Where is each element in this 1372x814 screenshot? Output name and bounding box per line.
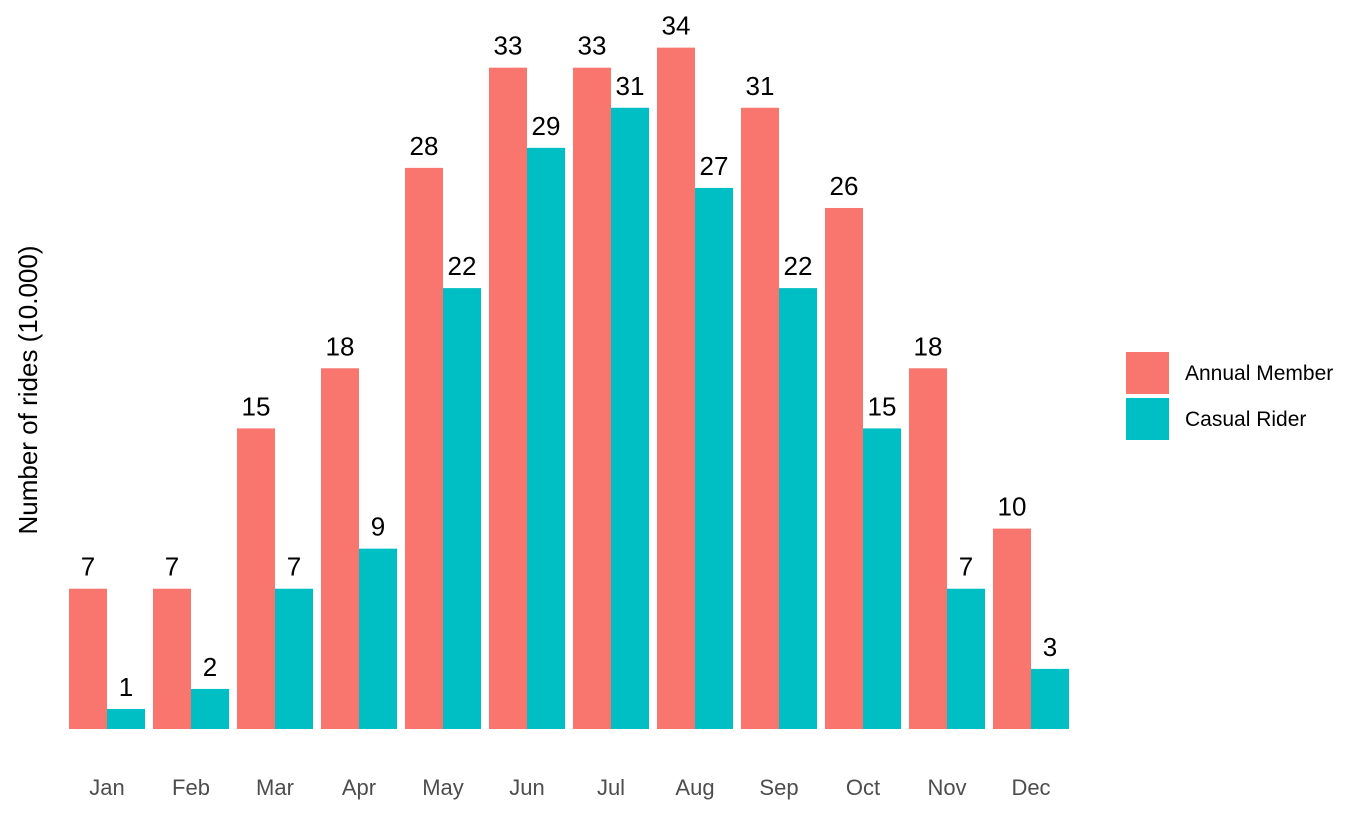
data-label-casual-rider-oct: 15: [868, 391, 897, 421]
data-label-annual-member-aug: 34: [662, 11, 691, 41]
bar-annual-member-apr: [321, 368, 359, 729]
data-label-casual-rider-mar: 7: [287, 552, 301, 582]
bar-annual-member-sep: [741, 107, 779, 729]
legend-key-casual-rider: [1126, 398, 1169, 440]
x-tick-label-jun: Jun: [509, 775, 544, 800]
data-label-casual-rider-sep: 22: [784, 251, 813, 281]
bar-annual-member-jul: [573, 67, 611, 730]
bar-casual-rider-sep: [779, 288, 817, 729]
x-tick-label-oct: Oct: [846, 775, 880, 800]
bar-casual-rider-jun: [527, 147, 565, 730]
x-tick-label-feb: Feb: [172, 775, 210, 800]
bar-annual-member-jun: [489, 67, 527, 730]
x-tick-label-jul: Jul: [597, 775, 625, 800]
bars-group: [69, 47, 1069, 730]
data-label-annual-member-may: 28: [410, 131, 439, 161]
bar-annual-member-jan: [69, 588, 107, 729]
x-tick-label-dec: Dec: [1011, 775, 1050, 800]
data-label-annual-member-oct: 26: [830, 171, 859, 201]
x-tick-label-sep: Sep: [759, 775, 798, 800]
bar-annual-member-nov: [909, 368, 947, 729]
data-label-casual-rider-jun: 29: [532, 111, 561, 141]
bar-annual-member-may: [405, 167, 443, 729]
legend-label-casual-rider: Casual Rider: [1185, 408, 1306, 431]
data-label-casual-rider-dec: 3: [1043, 632, 1057, 662]
bar-annual-member-aug: [657, 47, 695, 729]
x-tick-label-may: May: [422, 775, 464, 800]
x-tick-label-apr: Apr: [342, 775, 376, 800]
data-label-casual-rider-aug: 27: [700, 151, 729, 181]
data-label-casual-rider-jul: 31: [616, 71, 645, 101]
data-label-annual-member-feb: 7: [165, 552, 179, 582]
data-label-annual-member-jan: 7: [81, 552, 95, 582]
data-label-casual-rider-apr: 9: [371, 512, 385, 542]
bar-casual-rider-may: [443, 288, 481, 729]
bar-casual-rider-nov: [947, 588, 985, 729]
legend-key-annual-member: [1126, 352, 1169, 394]
data-label-annual-member-dec: 10: [998, 492, 1027, 522]
data-label-annual-member-sep: 31: [746, 71, 775, 101]
bar-casual-rider-apr: [359, 548, 397, 729]
x-tick-label-jan: Jan: [89, 775, 124, 800]
bar-casual-rider-jul: [611, 107, 649, 729]
x-tick-label-nov: Nov: [927, 775, 966, 800]
legend-label-annual-member: Annual Member: [1185, 362, 1333, 385]
data-label-annual-member-jun: 33: [494, 31, 523, 61]
x-tick-label-mar: Mar: [256, 775, 294, 800]
bar-casual-rider-mar: [275, 588, 313, 729]
legend: Annual Member Casual Rider: [1126, 352, 1333, 440]
data-labels-group: 7 1 7 2 15 7 18 9 28 22 33 29 33 31 34 27 31 22 26 15 18 7 10 3: [81, 11, 1057, 702]
data-label-annual-member-mar: 15: [242, 391, 271, 421]
y-axis-label: Number of rides (10.000): [13, 245, 43, 534]
bar-casual-rider-aug: [695, 187, 733, 730]
data-label-annual-member-apr: 18: [326, 331, 355, 361]
data-label-casual-rider-may: 22: [448, 251, 477, 281]
bar-casual-rider-feb: [191, 688, 229, 729]
bar-annual-member-dec: [993, 528, 1031, 729]
data-label-annual-member-jul: 33: [578, 31, 607, 61]
x-tick-label-aug: Aug: [675, 775, 714, 800]
data-label-annual-member-nov: 18: [914, 331, 943, 361]
bar-casual-rider-jan: [107, 708, 145, 729]
bar-casual-rider-oct: [863, 428, 901, 729]
bar-annual-member-oct: [825, 207, 863, 729]
bar-casual-rider-dec: [1031, 668, 1069, 729]
data-label-casual-rider-jan: 1: [119, 672, 133, 702]
bar-annual-member-mar: [237, 428, 275, 729]
data-label-casual-rider-nov: 7: [959, 552, 973, 582]
x-axis-tick-labels: Jan Feb Mar Apr May Jun Jul Aug Sep Oct Nov Dec: [89, 775, 1050, 800]
bar-annual-member-feb: [153, 588, 191, 729]
data-label-casual-rider-feb: 2: [203, 652, 217, 682]
